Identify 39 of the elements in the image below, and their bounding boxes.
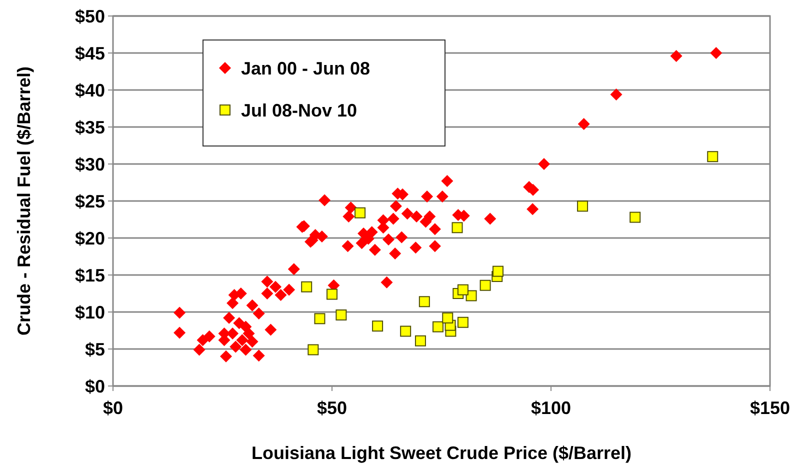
- x-axis-title: Louisiana Light Sweet Crude Price ($/Barrel): [251, 443, 632, 463]
- legend-label: Jul 08-Nov 10: [241, 100, 358, 120]
- point: [314, 313, 326, 324]
- y-tick-label: $40: [74, 80, 105, 100]
- x-tick-label: $50: [316, 398, 348, 418]
- point: [326, 288, 338, 300]
- y-tick-label: $25: [74, 191, 105, 212]
- y-tick-label: $10: [74, 302, 105, 322]
- point: [418, 296, 430, 308]
- point: [414, 335, 426, 346]
- y-tick-label: $30: [74, 154, 105, 174]
- point: [308, 344, 319, 356]
- point: [432, 321, 444, 332]
- y-tick-label: $5: [84, 339, 105, 360]
- x-tick-label: $150: [750, 398, 790, 418]
- point: [354, 207, 366, 218]
- point: [492, 266, 504, 277]
- point: [442, 312, 454, 324]
- point: [372, 320, 384, 332]
- point: [480, 280, 491, 291]
- y-tick-label: $35: [74, 117, 105, 138]
- y-tick-label: $45: [74, 43, 105, 64]
- y-tick-label: $15: [74, 265, 105, 286]
- x-tick-label: $100: [530, 398, 572, 418]
- point: [336, 309, 347, 320]
- point: [707, 151, 718, 162]
- y-tick-label: $20: [74, 228, 105, 248]
- point: [301, 281, 312, 292]
- point: [577, 200, 588, 212]
- legend-label: Jan 00 - Jun 08: [241, 58, 370, 78]
- point: [457, 316, 468, 328]
- point: [630, 212, 641, 223]
- y-tick-label: $50: [74, 6, 105, 26]
- y-tick-label: $0: [84, 376, 105, 396]
- y-axis-title: Crude - Residual Fuel ($/Barrel): [14, 66, 34, 336]
- x-tick-label: $0: [102, 398, 124, 418]
- point: [400, 326, 412, 337]
- point: [457, 284, 468, 296]
- point: [452, 222, 463, 234]
